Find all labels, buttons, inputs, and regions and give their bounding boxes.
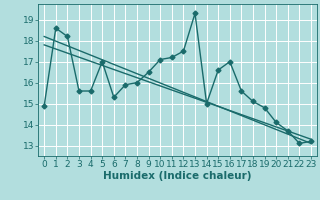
X-axis label: Humidex (Indice chaleur): Humidex (Indice chaleur) (103, 171, 252, 181)
